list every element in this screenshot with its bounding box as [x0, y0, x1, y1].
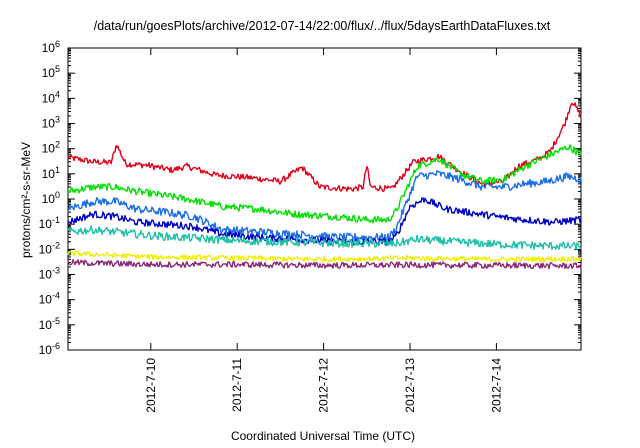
- y-tick-label: 10-3: [39, 266, 60, 282]
- y-axis-label: protons/cm²-s-sr-MeV: [19, 142, 33, 258]
- plot-frame: [67, 47, 582, 351]
- series-line-5: [67, 225, 582, 251]
- y-tick-label: 100: [42, 190, 60, 206]
- y-tick-label: 10-6: [39, 341, 60, 357]
- x-tick-label: 2012-7-14: [489, 358, 503, 413]
- y-tick-label: 101: [42, 165, 60, 181]
- series-layer: [67, 102, 582, 270]
- y-tick-label: 105: [42, 64, 60, 80]
- y-tick-label: 102: [42, 140, 60, 156]
- y-axis: 10-6 10-5 10-4 10-3 10-2 10-1 100 101 102 103 104 1…: [39, 39, 581, 357]
- x-tick-label: 2012-7-12: [317, 358, 331, 413]
- x-tick-label: 2012-7-10: [144, 358, 158, 413]
- series-line-3: [67, 170, 582, 242]
- series-line-7: [67, 259, 582, 270]
- x-axis: 2012-7-10 2012-7-11 2012-7-12 2012-7-13 2012…: [144, 48, 503, 413]
- y-tick-label: 10-1: [39, 215, 60, 231]
- chart-title: /data/run/goesPlots/archive/2012-07-14/2…: [94, 19, 551, 33]
- series-line-2: [67, 144, 582, 224]
- y-tick-label: 103: [42, 115, 60, 131]
- x-axis-label: Coordinated Universal Time (UTC): [231, 429, 415, 443]
- y-tick-label: 10-2: [39, 240, 60, 256]
- x-tick-label: 2012-7-13: [403, 358, 417, 413]
- y-tick-label: 104: [42, 89, 60, 105]
- y-tick-label: 106: [42, 39, 60, 55]
- series-line-4: [67, 197, 582, 246]
- x-tick-label: 2012-7-11: [230, 358, 244, 412]
- y-tick-label: 10-5: [39, 316, 60, 332]
- y-tick-label: 10-4: [39, 291, 60, 307]
- series-line-6: [67, 250, 582, 263]
